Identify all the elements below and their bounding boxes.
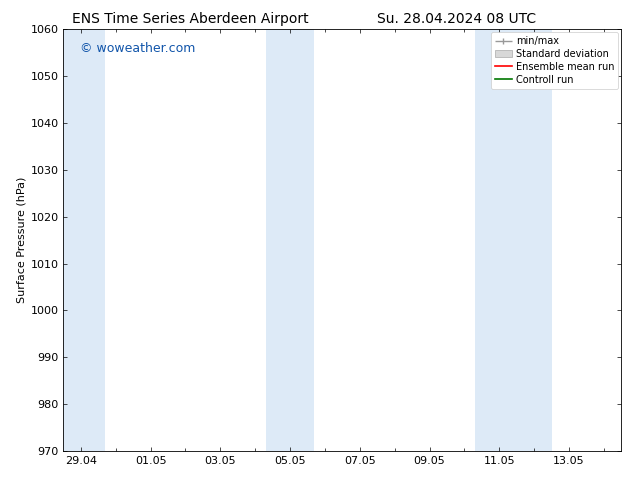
Legend: min/max, Standard deviation, Ensemble mean run, Controll run: min/max, Standard deviation, Ensemble me… bbox=[491, 32, 618, 89]
Bar bbox=[266, 29, 314, 451]
Text: © woweather.com: © woweather.com bbox=[80, 42, 195, 55]
Bar bbox=[475, 29, 552, 451]
Y-axis label: Surface Pressure (hPa): Surface Pressure (hPa) bbox=[16, 177, 26, 303]
Bar bbox=[63, 29, 105, 451]
Text: ENS Time Series Aberdeen Airport: ENS Time Series Aberdeen Airport bbox=[72, 12, 309, 26]
Text: Su. 28.04.2024 08 UTC: Su. 28.04.2024 08 UTC bbox=[377, 12, 536, 26]
